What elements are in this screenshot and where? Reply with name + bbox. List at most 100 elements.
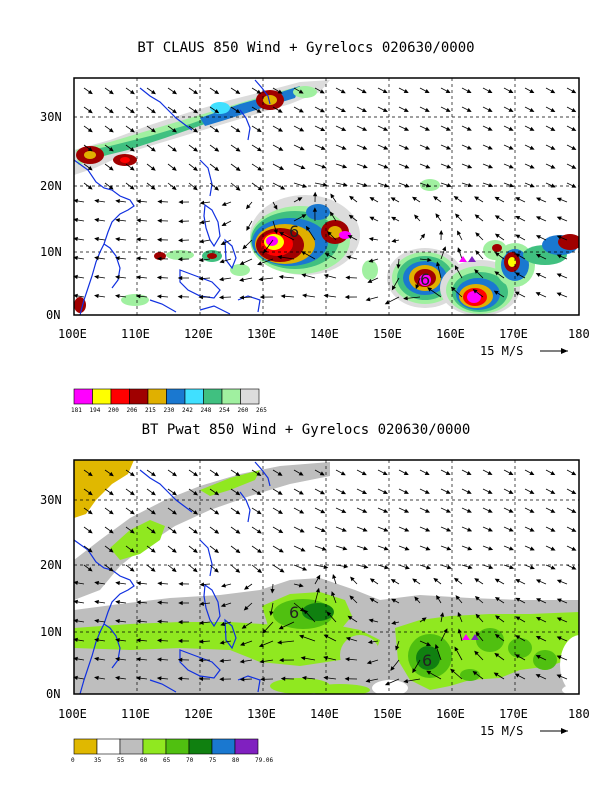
wind-vector-head <box>87 528 93 534</box>
wind-vector-head <box>136 581 141 586</box>
wind-vector-head <box>221 201 227 206</box>
wind-vector-head <box>235 529 241 534</box>
wind-vector-head <box>171 529 177 534</box>
wind-vector-head <box>508 470 514 475</box>
colorbar-swatch <box>92 388 112 405</box>
wind-vector-head <box>535 655 541 659</box>
wind-vector-head <box>436 261 441 267</box>
map2-gridlines <box>74 460 579 694</box>
wind-vector-head <box>384 300 390 305</box>
wind-vector-head <box>73 637 78 643</box>
wind-vector-head <box>453 196 459 201</box>
map1-lon-label: 170E <box>499 327 528 341</box>
colorbar-tick-label: 75 <box>209 757 217 764</box>
wind-vector-head <box>467 564 473 570</box>
wind-vector-head <box>277 255 282 260</box>
colorbar-tick-label: 60 <box>140 757 148 764</box>
wind-vector-head <box>362 126 368 131</box>
wind-vector-head <box>323 655 328 661</box>
wind-vector-head <box>172 147 177 152</box>
wind-vector-head <box>426 670 432 675</box>
wind-vector-head <box>150 108 156 114</box>
wind-vector-head <box>129 567 135 572</box>
wind-vector-head <box>156 657 162 662</box>
wind-vector-head <box>367 278 373 283</box>
wind-vector-head <box>467 527 473 532</box>
wind-vector-head <box>302 183 308 188</box>
wind-vector-head <box>260 677 265 682</box>
wind-vector-head <box>214 471 220 477</box>
wind-vector-head <box>150 490 156 496</box>
wind-vector-head <box>556 235 562 240</box>
wind-vector-head <box>129 490 135 496</box>
wind-vector-head <box>219 259 225 264</box>
wind-vector-head <box>129 89 135 95</box>
wind-vector-head <box>571 145 577 150</box>
wind-vector-head <box>157 218 162 223</box>
wind-vector-head <box>412 196 417 201</box>
map2-lon-label: 130E <box>247 707 276 721</box>
wind-vector-head <box>319 471 325 476</box>
wind-vector-head <box>363 564 369 569</box>
wind-vector-head <box>493 672 499 677</box>
wind-vector-head <box>535 292 541 297</box>
wind-vector-head <box>157 237 162 242</box>
map2-lon-label: 170E <box>499 707 528 721</box>
wind-vector-head <box>214 89 220 95</box>
map1-lon-label: 150E <box>373 327 402 341</box>
map1-panel: 6 6 30N 20N 10N 0N 100E 110E 120E 130E 1… <box>40 77 590 414</box>
map1-lat-label: 20N <box>40 179 62 193</box>
wind-vector-head <box>494 252 500 257</box>
wind-vector-head <box>487 470 493 475</box>
wind-vector-head <box>214 186 219 191</box>
map1-lon-label: 130E <box>247 327 276 341</box>
colorbar-tick-label: 215 <box>145 407 156 414</box>
map1-lat-label: 10N <box>40 245 62 259</box>
wind-vector-head <box>243 605 249 611</box>
wind-vector-head <box>453 577 459 583</box>
wind-vector-head <box>177 676 183 681</box>
wind-vector-head <box>193 128 199 133</box>
wind-vector-head <box>367 639 373 645</box>
wind-vector-head <box>193 166 198 171</box>
wind-vector-head <box>382 107 388 112</box>
wind-vector-head <box>348 214 354 220</box>
wind-vector-head <box>403 678 409 684</box>
wind-vector-head <box>256 509 262 515</box>
wind-vector-head <box>242 244 248 250</box>
wind-vector-head <box>115 293 120 299</box>
wind-vector-head <box>535 235 541 240</box>
wind-vector-head <box>571 490 577 495</box>
wind-vector-head <box>239 659 245 664</box>
wind-vector-head <box>509 565 515 570</box>
wind-vector-head <box>420 233 426 239</box>
wind-vector-head <box>299 127 305 132</box>
wind-vector-head <box>347 235 353 240</box>
wind-vector-head <box>390 197 396 202</box>
wind-vector-head <box>404 508 410 513</box>
wind-vector-head <box>323 564 329 570</box>
wind-vector-head <box>172 128 177 133</box>
wind-vector-head <box>256 529 262 534</box>
wind-vector-head <box>135 294 141 299</box>
wind-vector-head <box>571 126 577 131</box>
wind-vector-head <box>390 666 395 671</box>
wind-vector-head <box>487 508 493 513</box>
wind-vector-head <box>73 675 78 681</box>
colorbar-swatch <box>240 388 260 405</box>
wind-vector-head <box>115 600 120 605</box>
colorbar-tick-label: 70 <box>186 757 194 764</box>
wind-vector-head <box>529 565 535 570</box>
wind-vector-head <box>298 89 304 94</box>
wind-vector-head <box>508 508 514 513</box>
wind-vector-head <box>342 546 348 551</box>
wind-vector-head <box>494 578 500 583</box>
colorbar-tick-label: 80 <box>232 757 240 764</box>
wind-vector-head <box>424 471 430 475</box>
wind-vector-head <box>320 490 325 495</box>
wind-vector-head <box>343 564 349 569</box>
map1-lat-label: 30N <box>40 110 62 124</box>
wind-vector-head <box>323 675 329 681</box>
wind-vector-head <box>257 166 263 171</box>
wind-vector-head <box>150 548 156 553</box>
